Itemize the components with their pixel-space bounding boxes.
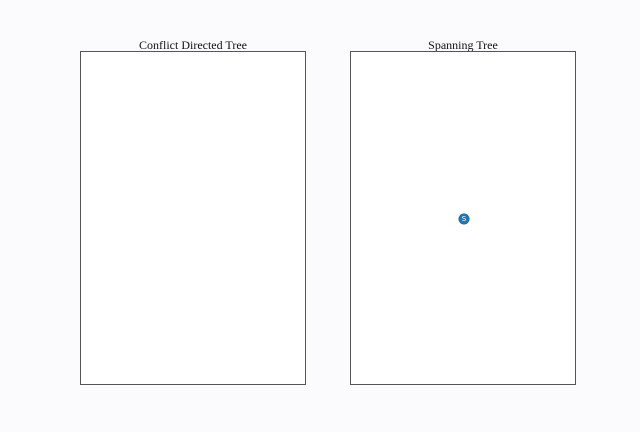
spanning-tree-title: Spanning Tree: [428, 38, 498, 52]
spanning-tree-panel: S: [350, 51, 576, 385]
tree-node-s: S: [459, 214, 469, 224]
conflict-directed-tree-title: Conflict Directed Tree: [139, 38, 247, 52]
conflict-directed-tree-panel: [80, 51, 306, 385]
